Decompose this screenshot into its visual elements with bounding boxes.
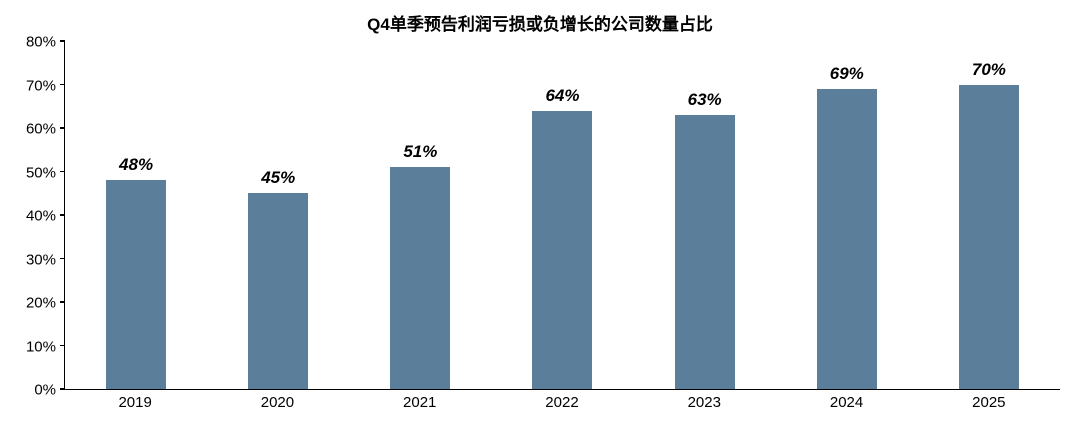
y-tick-mark [60,170,65,173]
y-tick-mark [60,83,65,86]
x-axis: 2019 2020 2021 2022 2023 2024 2025 [64,394,1060,411]
bar-value-label: 64% [545,85,580,105]
x-tick-label: 2021 [403,394,437,411]
y-tick-label: 60% [25,120,56,138]
x-tick-label: 2025 [972,394,1006,411]
x-tick-label: 2020 [260,394,295,411]
y-tick-label: 70% [25,77,56,94]
y-tick-mark [60,127,65,129]
bar-slot: 69% [776,42,918,389]
y-tick-mark [60,301,65,303]
bars-row: 48% 45% 51% 64% 63% 69% 70% [65,42,1060,389]
y-tick-mark [60,388,65,390]
chart-title: Q4单季预告利润亏损或负增长的公司数量占比 [367,15,713,34]
bar-value-label: 48% [119,155,154,175]
y-tick-label: 10% [25,338,56,355]
y-tick-label: 20% [25,294,56,312]
y-tick-mark [60,214,65,216]
bar [390,167,451,389]
x-tick-label: 2023 [687,394,721,411]
plot-area: 48% 45% 51% 64% 63% 69% 70% [60,40,1060,390]
bar [958,84,1019,389]
y-tick-label: 50% [25,164,56,181]
bar-value-label: 70% [971,59,1006,79]
y-tick-label: 30% [25,251,56,268]
y-tick-label: 0% [34,381,56,399]
bar [532,110,593,389]
bar-slot: 48% [65,42,207,389]
bar [816,88,877,389]
bar-slot: 45% [207,42,349,389]
y-tick-mark [60,40,65,42]
x-tick-label: 2022 [545,394,579,411]
bar-slot: 63% [634,42,776,389]
bar [106,180,167,389]
y-tick-label: 80% [25,33,56,51]
y-tick-mark [60,344,65,347]
bar-value-label: 51% [403,142,438,162]
bar-value-label: 45% [261,168,296,188]
bar-slot: 64% [491,42,633,389]
bar [674,114,735,389]
bar-slot: 70% [918,42,1060,389]
y-tick-label: 40% [25,207,56,225]
bar-value-label: 63% [687,89,722,109]
y-tick-mark [60,257,65,260]
x-tick-label: 2019 [118,394,152,411]
y-axis: 0% 10% 20% 30% 40% 50% 60% 70% 80% [0,35,56,398]
bar-value-label: 69% [829,63,864,83]
bar-slot: 51% [349,42,491,389]
x-tick-label: 2024 [829,394,864,411]
bar [248,193,309,389]
